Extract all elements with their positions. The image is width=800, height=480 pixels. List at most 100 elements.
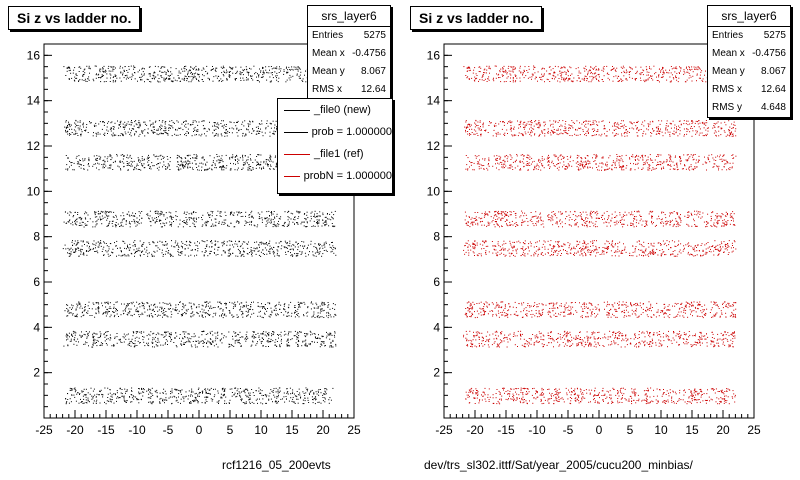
data-point [117, 165, 119, 167]
data-point [156, 210, 158, 212]
data-point [226, 79, 228, 81]
data-point [86, 241, 88, 243]
data-point [158, 333, 160, 335]
data-point [253, 247, 255, 249]
data-point [73, 162, 75, 164]
data-point [253, 217, 254, 219]
data-point [216, 156, 218, 158]
data-point [123, 312, 125, 314]
data-point [229, 388, 231, 390]
data-point [127, 71, 129, 73]
data-point [159, 133, 161, 135]
data-point [297, 398, 299, 400]
data-point [160, 124, 162, 126]
data-point [142, 313, 144, 315]
data-point [137, 340, 139, 342]
data-point [156, 345, 158, 347]
data-point [137, 165, 139, 166]
data-point [209, 214, 211, 216]
data-point [232, 316, 234, 318]
data-point [280, 216, 282, 218]
data-point [303, 241, 305, 243]
data-point [76, 393, 78, 395]
data-point [128, 123, 130, 125]
data-point [217, 254, 219, 255]
data-point [270, 80, 272, 82]
data-point [329, 332, 331, 334]
data-point [251, 250, 253, 252]
data-point [149, 210, 151, 212]
data-point [149, 81, 151, 82]
data-point [328, 334, 330, 336]
data-point [268, 164, 269, 166]
data-point [130, 121, 132, 123]
data-point [65, 335, 67, 337]
data-point [103, 133, 105, 135]
data-point [155, 76, 157, 78]
data-point [187, 73, 189, 75]
data-point [209, 253, 211, 255]
data-point [65, 127, 67, 129]
data-point [233, 246, 235, 248]
data-point [208, 128, 210, 130]
data-point [275, 165, 277, 167]
data-point [222, 394, 224, 396]
data-point [96, 339, 98, 341]
data-point [198, 79, 199, 81]
data-point [129, 342, 131, 344]
data-point [602, 387, 604, 389]
data-point [184, 344, 185, 345]
y-tick-label: 8 [33, 230, 40, 244]
data-point [202, 316, 204, 318]
data-point [314, 243, 316, 245]
data-point [259, 392, 261, 394]
data-point [135, 252, 136, 253]
data-point [126, 305, 128, 307]
data-point [198, 395, 200, 397]
data-point [211, 219, 212, 221]
data-point [93, 336, 95, 337]
data-point [185, 214, 187, 215]
data-point [193, 314, 195, 316]
data-point [76, 125, 78, 127]
data-point [157, 345, 159, 347]
data-point [190, 212, 192, 214]
data-point [174, 388, 176, 390]
data-point [118, 166, 120, 168]
data-point [229, 169, 231, 171]
data-point [84, 72, 86, 74]
data-point [235, 78, 237, 79]
data-point [69, 336, 70, 338]
data-point [304, 344, 306, 346]
data-point [170, 340, 172, 342]
data-point [126, 161, 128, 162]
data-point [270, 123, 272, 125]
data-point [185, 76, 187, 77]
data-point [233, 331, 235, 333]
data-point [120, 126, 121, 128]
data-point [277, 396, 279, 398]
data-point [85, 130, 86, 132]
data-point [235, 156, 236, 158]
data-point [221, 223, 223, 225]
data-point [153, 250, 155, 252]
data-point [238, 159, 240, 161]
data-point [106, 308, 108, 310]
data-point [101, 251, 103, 252]
data-point [84, 309, 86, 311]
data-point [110, 70, 112, 72]
data-point [263, 243, 265, 245]
x-tick-label: 25 [347, 423, 361, 437]
data-point [98, 394, 100, 396]
data-point [201, 219, 203, 221]
data-point [299, 74, 301, 76]
data-point [307, 247, 308, 249]
data-point [67, 212, 69, 214]
data-point [277, 392, 279, 394]
data-point [317, 251, 319, 253]
data-point [67, 311, 69, 313]
data-point [225, 219, 227, 221]
data-point [296, 210, 298, 212]
data-point [204, 312, 206, 314]
data-point [176, 389, 177, 391]
